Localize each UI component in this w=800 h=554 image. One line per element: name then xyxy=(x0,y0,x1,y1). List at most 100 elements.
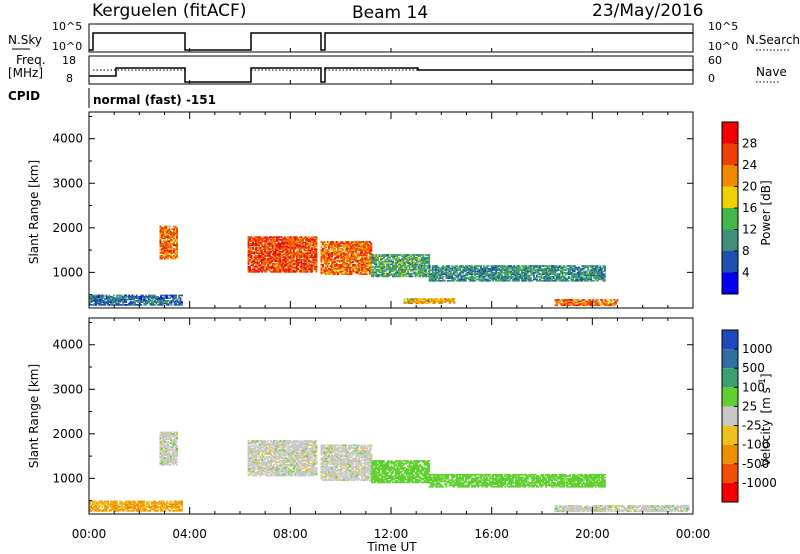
velocity-cell xyxy=(96,502,99,504)
power-cell xyxy=(546,277,549,279)
power-cell xyxy=(489,269,492,271)
power-cell xyxy=(335,243,338,246)
power-cell xyxy=(585,279,588,282)
power-cell xyxy=(306,251,309,253)
power-cell xyxy=(372,255,375,258)
power-cell xyxy=(271,245,274,248)
power-cell xyxy=(599,269,602,271)
power-cell xyxy=(261,244,263,246)
power-cell xyxy=(395,267,397,270)
power-cell xyxy=(368,258,371,261)
power-cell xyxy=(253,252,256,254)
power-cell xyxy=(578,270,581,273)
power-cell xyxy=(365,247,368,250)
power-cell xyxy=(448,274,451,277)
velocity-cell xyxy=(176,502,179,504)
power-cell xyxy=(344,271,347,274)
power-cell xyxy=(171,252,174,254)
power-cell xyxy=(368,271,371,274)
power-cell xyxy=(483,269,485,271)
power-cell xyxy=(563,299,566,301)
velocity-cell xyxy=(247,453,250,456)
power-cell xyxy=(261,237,263,240)
power-cell xyxy=(358,269,361,271)
power-cell xyxy=(274,243,277,245)
power-cell xyxy=(361,243,364,246)
power-cell xyxy=(337,246,339,249)
power-cell xyxy=(519,274,522,277)
power-cell xyxy=(249,243,251,245)
power-cell xyxy=(396,255,399,258)
power-heatmap-data xyxy=(89,225,619,307)
power-cell xyxy=(350,247,353,250)
power-cell xyxy=(564,273,567,275)
power-cell xyxy=(267,268,270,271)
power-cell xyxy=(300,248,303,250)
power-cell xyxy=(516,274,519,277)
power-cell xyxy=(250,260,253,262)
power-cell xyxy=(451,273,454,275)
power-cell xyxy=(443,269,446,271)
power-cell xyxy=(274,251,277,253)
power-cell xyxy=(107,296,109,298)
power-cell xyxy=(259,260,262,262)
power-cell xyxy=(441,298,444,300)
power-cell xyxy=(402,268,405,271)
power-cell xyxy=(420,256,423,259)
power-cell xyxy=(105,294,108,297)
power-cell xyxy=(165,249,168,252)
power-cell xyxy=(158,298,161,301)
velocity-cell xyxy=(253,456,256,458)
power-cell xyxy=(309,252,312,254)
power-cell xyxy=(255,240,257,242)
power-cell xyxy=(372,270,375,272)
power-cell xyxy=(157,297,159,299)
power-cell xyxy=(396,272,399,275)
power-cell xyxy=(498,275,501,278)
power-cell xyxy=(311,267,313,269)
power-cell xyxy=(393,274,396,276)
velocity-cell xyxy=(131,500,134,503)
power-cell xyxy=(554,278,556,281)
velocity-cell xyxy=(174,461,177,463)
velocity-cell xyxy=(174,442,177,444)
power-cell xyxy=(420,254,423,256)
power-cell xyxy=(605,300,608,303)
power-cell xyxy=(331,261,333,263)
power-cell xyxy=(346,242,349,245)
power-cell xyxy=(448,266,451,269)
power-cell xyxy=(247,253,250,256)
power-cell xyxy=(307,240,310,242)
power-cell xyxy=(355,258,358,261)
velocity-cell xyxy=(101,500,103,503)
velocity-cell xyxy=(253,452,256,454)
power-cell xyxy=(570,266,573,269)
power-cell xyxy=(264,260,267,262)
power-cell xyxy=(328,247,330,250)
power-cell xyxy=(434,275,437,278)
velocity-cell xyxy=(132,508,135,511)
power-cell xyxy=(427,302,430,304)
power-cell xyxy=(581,267,584,270)
velocity-cell xyxy=(174,440,177,443)
power-cell xyxy=(557,277,559,279)
velocity-cell xyxy=(111,506,114,508)
power-cell xyxy=(359,246,362,249)
power-cell xyxy=(493,265,496,267)
power-cell xyxy=(370,265,373,267)
power-cell xyxy=(510,265,513,267)
power-cell xyxy=(526,270,529,273)
power-cell xyxy=(364,247,367,250)
power-cell xyxy=(306,240,309,242)
power-cell xyxy=(416,259,419,262)
power-cell xyxy=(273,265,276,268)
power-cell xyxy=(545,274,547,277)
velocity-cell xyxy=(161,459,163,462)
velocity-cell xyxy=(105,506,108,508)
power-cell xyxy=(387,272,390,275)
power-cell xyxy=(493,278,496,281)
power-cell xyxy=(469,277,472,279)
power-cell xyxy=(480,279,482,282)
power-cell xyxy=(448,265,451,267)
power-cell xyxy=(96,301,99,303)
